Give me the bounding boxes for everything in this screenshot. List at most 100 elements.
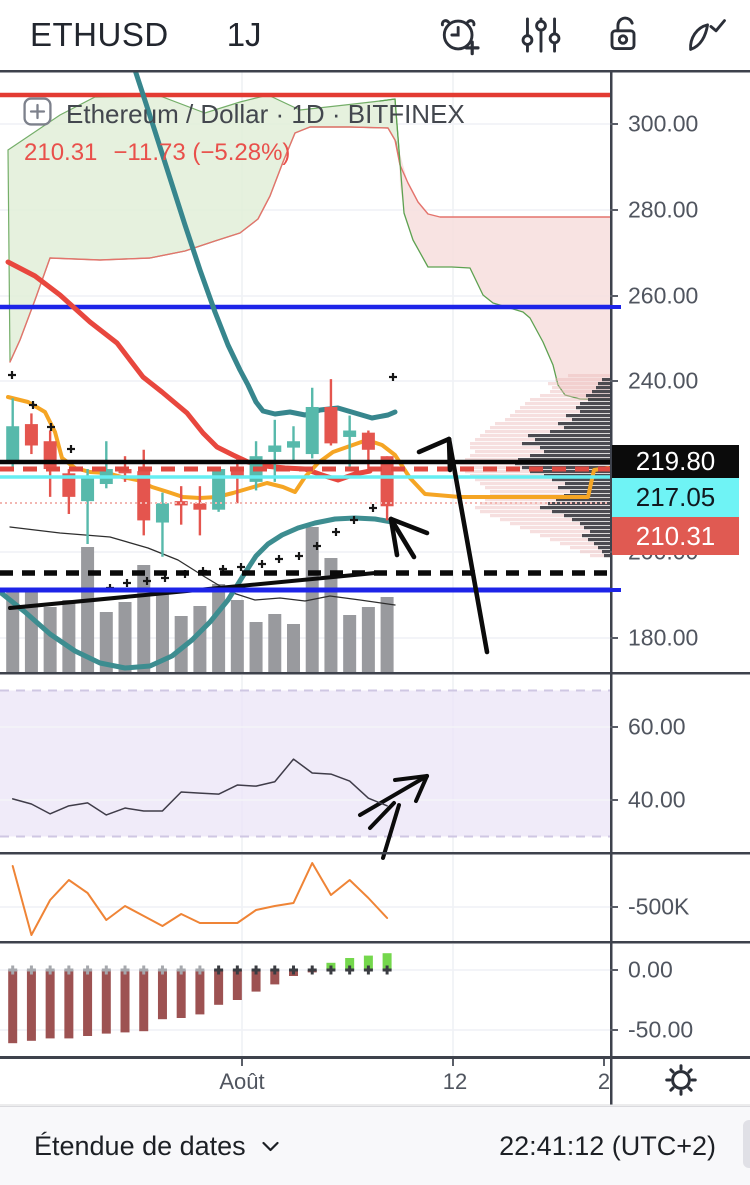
volume-profile-bar — [584, 526, 610, 530]
volume-profile-bar — [580, 402, 610, 406]
volume-bar — [99, 612, 113, 672]
volume-profile-value-area — [485, 430, 610, 434]
pane-separator — [0, 941, 750, 944]
volume-profile-bar — [548, 502, 610, 506]
histogram-bar — [270, 970, 280, 985]
candle-body — [155, 503, 169, 523]
volume-profile-value-area — [490, 514, 610, 518]
time-axis-label: 2 — [597, 1069, 611, 1094]
histogram-bar — [176, 970, 186, 1018]
volume-profile-bar — [544, 450, 610, 454]
candle-body — [81, 477, 95, 502]
volume-profile-value-area — [530, 398, 610, 402]
edge-handle — [743, 1120, 750, 1168]
histogram-bar — [232, 970, 242, 1000]
histogram-axis-label: 0.00 — [628, 956, 673, 983]
lock-button[interactable] — [600, 12, 646, 58]
volume-profile-value-area — [555, 378, 610, 382]
volume-profile-bar — [598, 382, 610, 386]
symbol-title[interactable]: ETHUSD — [30, 16, 169, 53]
volume-profile-value-area — [552, 386, 610, 390]
price-axis-label: 180.00 — [628, 624, 699, 651]
volume-profile-value-area — [475, 478, 610, 482]
pane-separator — [0, 672, 750, 675]
indicator-settings-button[interactable] — [518, 12, 564, 58]
drawn-arrow — [368, 801, 396, 830]
histogram-bar — [157, 970, 167, 1020]
alert-add-button[interactable] — [436, 12, 482, 58]
volume-profile-value-area — [530, 530, 610, 534]
candle-body — [380, 456, 394, 507]
candle-body — [361, 432, 375, 450]
candle-body — [287, 441, 300, 448]
brush-check-icon — [689, 19, 726, 51]
volume-profile-value-area — [475, 450, 610, 454]
drawn-arrow — [388, 516, 430, 536]
interval-button[interactable]: 1J — [226, 16, 262, 53]
histogram-bar — [195, 970, 205, 1015]
clock-label[interactable]: 22:41:12 (UTC+2) — [499, 1130, 716, 1161]
volume-profile-value-area — [500, 518, 610, 522]
volume-bar — [212, 584, 226, 672]
senkou-b-line — [9, 126, 611, 363]
chart-legend: Ethereum / Dollar · 1D · BITFINEX 210.31… — [22, 96, 465, 167]
legend-expand-button[interactable] — [22, 96, 53, 132]
volume-bar — [268, 614, 282, 672]
candle-body — [6, 426, 20, 463]
volume-profile-value-area — [520, 406, 610, 410]
candle-body — [193, 503, 207, 510]
volume-profile-bar — [572, 418, 610, 422]
top-toolbar: ETHUSD 1J — [0, 0, 750, 70]
histogram-bar — [345, 958, 355, 970]
drawn-arrow — [381, 803, 401, 860]
volume-profile-bar — [582, 534, 610, 538]
legend-title[interactable]: Ethereum / Dollar · 1D · BITFINEX — [66, 98, 465, 129]
histogram-bar — [83, 970, 93, 1036]
date-range-button[interactable]: Étendue de dates — [34, 1131, 280, 1162]
volume-bar — [81, 547, 95, 672]
rsi-line — [11, 758, 388, 816]
volume-profile-value-area — [520, 526, 610, 530]
volume-profile-value-area — [485, 486, 610, 490]
volume-profile-bar — [530, 470, 610, 474]
histogram-bar — [139, 970, 149, 1032]
volume-profile-bar — [586, 394, 610, 398]
volume-profile-bar — [602, 550, 610, 554]
volume-profile-bar — [598, 546, 610, 550]
drawing-tools-button[interactable] — [682, 12, 728, 58]
volume-profile-bar — [594, 542, 610, 546]
theme-brightness-button[interactable] — [660, 1061, 702, 1101]
pane-separator — [0, 852, 750, 855]
volume-bar — [230, 600, 244, 672]
price-axis-label: 240.00 — [628, 367, 699, 394]
volume-profile-bar — [540, 446, 610, 450]
pane-separator — [0, 1056, 750, 1059]
candle-body — [43, 441, 57, 470]
chevron-down-icon — [262, 1141, 279, 1151]
drawn-arrow — [446, 436, 453, 473]
volume-profile-bar — [588, 538, 610, 542]
volume-bar — [118, 602, 132, 672]
volume-profile-bar — [530, 454, 610, 458]
toolbar-icons — [436, 12, 728, 58]
volume-bar — [155, 594, 169, 672]
teal-curve — [0, 515, 395, 671]
volume-profile-value-area — [560, 542, 610, 546]
time-axis-label: Août — [219, 1069, 265, 1094]
volume-profile-value-area — [540, 534, 610, 538]
drawn-arrow — [358, 774, 429, 817]
histogram-bar — [8, 970, 18, 1044]
legend-quote: 210.31 −11.73 (−5.28%) — [24, 139, 465, 167]
volume-profile-bar — [556, 498, 610, 502]
histogram-bar — [363, 955, 373, 970]
volume-profile-bar — [604, 554, 610, 558]
candle-body — [62, 473, 76, 497]
obv-line — [11, 862, 389, 936]
price-axis-label: 260.00 — [628, 282, 699, 309]
volume-profile-bar — [518, 458, 610, 462]
volume-profile-bar — [540, 506, 610, 510]
volume-profile-value-area — [515, 410, 610, 414]
volume-profile-value-area — [510, 522, 610, 526]
volume-profile-value-area — [550, 538, 610, 542]
